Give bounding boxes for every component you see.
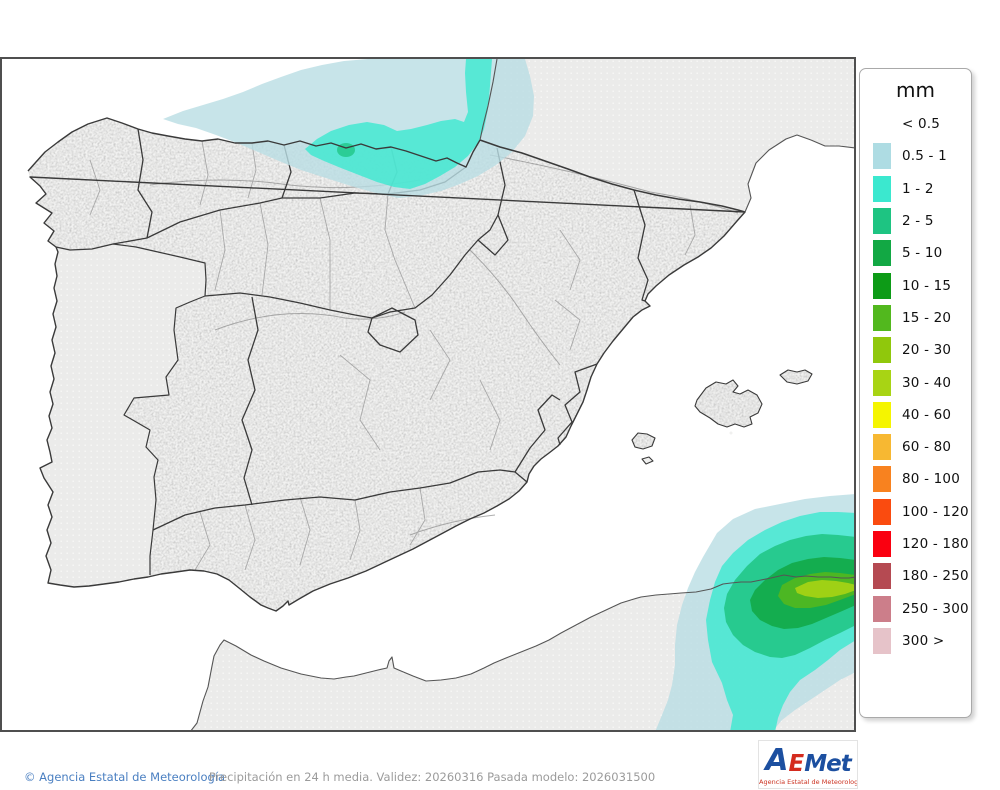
legend-label: 5 - 10 bbox=[902, 245, 943, 262]
legend-item: < 0.5 bbox=[860, 108, 971, 140]
legend-swatch bbox=[873, 595, 891, 622]
legend-item: 300 > bbox=[860, 625, 971, 657]
legend-swatch bbox=[873, 401, 891, 428]
legend-label: 1 - 2 bbox=[902, 180, 934, 197]
legend-label: 180 - 250 bbox=[902, 568, 969, 585]
legend-item: 120 - 180 bbox=[860, 528, 971, 560]
precip-north-green-spot bbox=[337, 143, 355, 157]
legend-item: 0.5 - 1 bbox=[860, 140, 971, 172]
legend-label: 250 - 300 bbox=[902, 600, 969, 617]
legend-swatch bbox=[873, 272, 891, 299]
legend-swatch bbox=[873, 369, 891, 396]
aemet-logo: A E Met Agencia Estatal de Meteorología bbox=[758, 740, 858, 789]
legend-label: < 0.5 bbox=[902, 116, 941, 133]
legend-label: 60 - 80 bbox=[902, 439, 952, 456]
legend-item: 2 - 5 bbox=[860, 205, 971, 237]
logo-letter-a: A bbox=[765, 743, 789, 778]
precip-north-cyan bbox=[305, 59, 492, 189]
legend-swatch bbox=[873, 627, 891, 654]
legend-swatch bbox=[873, 208, 891, 235]
legend-item: 100 - 120 bbox=[860, 496, 971, 528]
legend-item: 10 - 15 bbox=[860, 269, 971, 301]
legend-swatch bbox=[873, 175, 891, 202]
precipitation-layers bbox=[163, 59, 854, 730]
legend-item: 30 - 40 bbox=[860, 366, 971, 398]
legend-item: 250 - 300 bbox=[860, 592, 971, 624]
legend-swatch bbox=[873, 434, 891, 461]
legend-swatch bbox=[873, 531, 891, 557]
legend-item: 80 - 100 bbox=[860, 463, 971, 495]
province-borders bbox=[89, 140, 696, 571]
aemet-logo-word: A E Met bbox=[759, 743, 857, 778]
logo-letter-e: E bbox=[788, 750, 805, 777]
legend-item: 180 - 250 bbox=[860, 560, 971, 592]
portugal-land bbox=[40, 244, 206, 587]
legend-swatch bbox=[873, 466, 891, 493]
legend-swatch bbox=[873, 337, 891, 364]
legend-swatch bbox=[873, 304, 891, 331]
map-frame: © Agencia Estatal de Meteorología Precip… bbox=[0, 57, 858, 789]
legend-label: 2 - 5 bbox=[902, 213, 934, 230]
aemet-logo-subtitle: Agencia Estatal de Meteorología bbox=[759, 778, 858, 786]
legend-item: 1 - 2 bbox=[860, 173, 971, 205]
legend-swatch bbox=[873, 240, 891, 267]
legend-item: 5 - 10 bbox=[860, 237, 971, 269]
legend-label: 30 - 40 bbox=[902, 374, 952, 391]
legend-item: 60 - 80 bbox=[860, 431, 971, 463]
legend-label: 15 - 20 bbox=[902, 309, 952, 326]
legend-label: 100 - 120 bbox=[902, 503, 969, 520]
logo-letters-met: Met bbox=[804, 750, 851, 777]
legend-item: 15 - 20 bbox=[860, 302, 971, 334]
legend-label: 300 > bbox=[902, 632, 945, 649]
legend-label: 0.5 - 1 bbox=[902, 148, 947, 165]
legend-item: 20 - 30 bbox=[860, 334, 971, 366]
model-info-text: Precipitación en 24 h media. Validez: 20… bbox=[208, 770, 656, 784]
legend-label: 80 - 100 bbox=[902, 471, 960, 488]
legend-swatch bbox=[873, 498, 891, 525]
precipitation-map bbox=[2, 59, 854, 730]
legend-swatch bbox=[873, 563, 891, 590]
france-land bbox=[480, 59, 854, 212]
precipitation-legend: mm < 0.5 0.5 - 1 1 - 2 2 - 5 5 - 10 10 -… bbox=[859, 68, 972, 718]
legend-item: 40 - 60 bbox=[860, 399, 971, 431]
legend-items: < 0.5 0.5 - 1 1 - 2 2 - 5 5 - 10 10 - 15… bbox=[860, 108, 971, 657]
legend-swatch bbox=[873, 143, 891, 170]
precip-se-core bbox=[795, 580, 854, 598]
legend-label: 20 - 30 bbox=[902, 342, 952, 359]
legend-label: 40 - 60 bbox=[902, 406, 952, 423]
legend-label: 10 - 15 bbox=[902, 277, 952, 294]
copyright-text: © Agencia Estatal de Meteorología bbox=[24, 770, 226, 784]
legend-title: mm bbox=[896, 78, 935, 102]
legend-label: 120 - 180 bbox=[902, 536, 969, 552]
coastlines bbox=[27, 59, 854, 730]
